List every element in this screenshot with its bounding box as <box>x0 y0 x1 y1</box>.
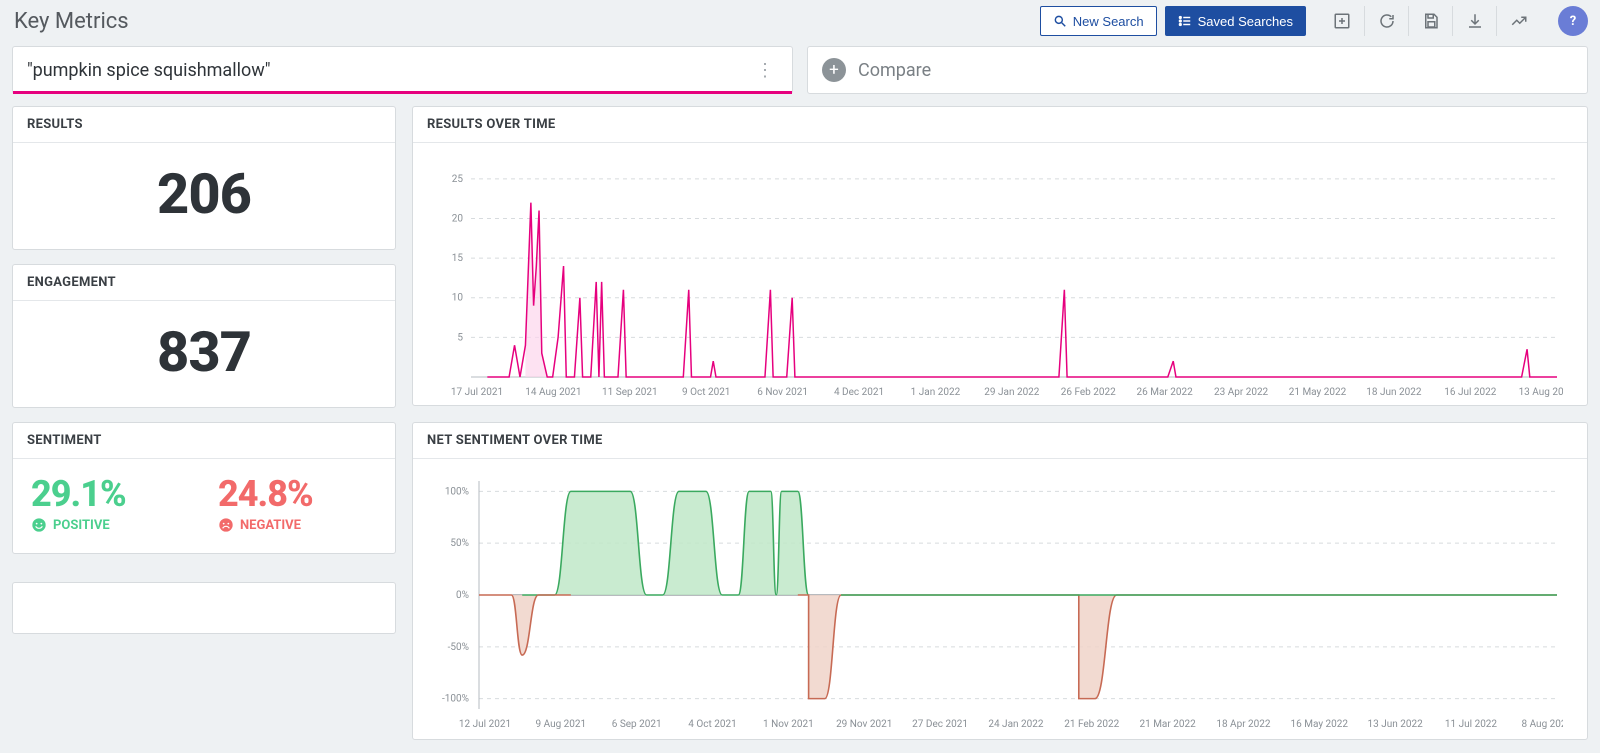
search-icon <box>1053 14 1067 28</box>
left-column-bottom: SENTIMENT 29.1% POSITIVE 24.8% <box>12 422 396 740</box>
engagement-card: ENGAGEMENT 837 <box>12 264 396 408</box>
query-accent-underline <box>13 91 792 94</box>
svg-text:13 Aug 2022: 13 Aug 2022 <box>1519 387 1563 398</box>
svg-text:24 Jan 2022: 24 Jan 2022 <box>988 719 1044 730</box>
new-search-button[interactable]: New Search <box>1040 6 1157 36</box>
page-title: Key Metrics <box>14 9 129 34</box>
svg-text:-50%: -50% <box>448 642 469 653</box>
results-over-time-card: RESULTS OVER TIME 5 10 15 20 25 17 Jul 2021 14… <box>412 106 1588 406</box>
svg-text:29 Nov 2021: 29 Nov 2021 <box>836 719 892 730</box>
smile-icon <box>31 517 47 533</box>
sentiment-card-header: SENTIMENT <box>13 423 395 459</box>
trend-button[interactable] <box>1496 6 1540 36</box>
svg-text:9 Aug 2021: 9 Aug 2021 <box>536 719 587 730</box>
query-options-button[interactable]: ⋮ <box>752 60 778 81</box>
svg-text:29 Jan 2022: 29 Jan 2022 <box>984 387 1040 398</box>
results-metric: 206 <box>13 143 395 249</box>
sentiment-chart-body: -100% -50% 0% 50% 100% 12 Jul 2021 9 Aug 2021 6… <box>413 459 1587 743</box>
negative-label: NEGATIVE <box>240 518 301 533</box>
svg-text:21 Feb 2022: 21 Feb 2022 <box>1064 719 1119 730</box>
svg-text:12 Jul 2021: 12 Jul 2021 <box>459 719 511 730</box>
compare-box[interactable]: + Compare <box>807 46 1588 94</box>
svg-text:16 Jul 2022: 16 Jul 2022 <box>1444 387 1497 398</box>
negative-pct: 24.8% <box>218 473 377 515</box>
results-card: RESULTS 206 <box>12 106 396 250</box>
svg-text:18 Apr 2022: 18 Apr 2022 <box>1216 719 1271 730</box>
toolbar-icon-group <box>1320 6 1540 36</box>
svg-text:-100%: -100% <box>442 694 469 705</box>
svg-text:10: 10 <box>452 293 464 304</box>
svg-text:23 Apr 2022: 23 Apr 2022 <box>1214 387 1269 398</box>
svg-text:100%: 100% <box>445 486 469 497</box>
sentiment-over-time-header: NET SENTIMENT OVER TIME <box>413 423 1587 459</box>
help-icon: ? <box>1570 14 1576 29</box>
search-query-text: "pumpkin spice squishmallow" <box>27 60 752 81</box>
positive-label-row: POSITIVE <box>31 517 190 533</box>
help-button[interactable]: ? <box>1558 6 1588 36</box>
query-row: "pumpkin spice squishmallow" ⋮ + Compare <box>0 42 1600 106</box>
results-card-header: RESULTS <box>13 107 395 143</box>
svg-text:26 Feb 2022: 26 Feb 2022 <box>1061 387 1116 398</box>
sentiment-positive: 29.1% POSITIVE <box>31 473 190 533</box>
svg-text:50%: 50% <box>450 538 469 549</box>
new-search-label: New Search <box>1073 14 1144 29</box>
header-bar: Key Metrics New Search Saved Searches ? <box>0 0 1600 42</box>
engagement-value: 837 <box>13 319 395 385</box>
svg-text:0%: 0% <box>456 590 469 601</box>
svg-text:14 Aug 2021: 14 Aug 2021 <box>525 387 581 398</box>
results-chart-body: 5 10 15 20 25 17 Jul 2021 14 Aug 2021 11 Sep 20… <box>413 143 1587 409</box>
sentiment-card: SENTIMENT 29.1% POSITIVE 24.8% <box>12 422 396 554</box>
dashboard-grid: RESULTS 206 ENGAGEMENT 837 RESULTS OVER … <box>0 106 1600 740</box>
svg-text:27 Dec 2021: 27 Dec 2021 <box>912 719 968 730</box>
svg-text:6 Nov 2021: 6 Nov 2021 <box>757 387 808 398</box>
svg-text:18 Jun 2022: 18 Jun 2022 <box>1366 387 1422 398</box>
frown-icon <box>218 517 234 533</box>
svg-text:1 Nov 2021: 1 Nov 2021 <box>763 719 814 730</box>
svg-text:11 Sep 2021: 11 Sep 2021 <box>602 387 658 398</box>
svg-text:16 May 2022: 16 May 2022 <box>1291 719 1349 730</box>
svg-text:15: 15 <box>452 253 464 264</box>
refresh-button[interactable] <box>1364 6 1408 36</box>
svg-text:5: 5 <box>457 332 463 343</box>
negative-label-row: NEGATIVE <box>218 517 377 533</box>
saved-searches-label: Saved Searches <box>1198 14 1293 29</box>
add-panel-button[interactable] <box>1320 6 1364 36</box>
svg-text:21 Mar 2022: 21 Mar 2022 <box>1139 719 1196 730</box>
results-chart-svg: 5 10 15 20 25 17 Jul 2021 14 Aug 2021 11 Sep 20… <box>423 155 1563 405</box>
engagement-card-header: ENGAGEMENT <box>13 265 395 301</box>
svg-text:11 Jul 2022: 11 Jul 2022 <box>1445 719 1498 730</box>
save-button[interactable] <box>1408 6 1452 36</box>
engagement-metric: 837 <box>13 301 395 407</box>
search-query-box[interactable]: "pumpkin spice squishmallow" ⋮ <box>12 46 793 94</box>
list-icon <box>1178 14 1192 28</box>
svg-text:17 Jul 2021: 17 Jul 2021 <box>451 387 503 398</box>
svg-text:25: 25 <box>452 174 464 185</box>
svg-text:4 Dec 2021: 4 Dec 2021 <box>834 387 884 398</box>
svg-text:20: 20 <box>452 213 464 224</box>
svg-text:6 Sep 2021: 6 Sep 2021 <box>612 719 662 730</box>
svg-text:13 Jun 2022: 13 Jun 2022 <box>1368 719 1424 730</box>
svg-text:4 Oct 2021: 4 Oct 2021 <box>688 719 736 730</box>
positive-pct: 29.1% <box>31 473 190 515</box>
svg-text:26 Mar 2022: 26 Mar 2022 <box>1137 387 1194 398</box>
svg-text:1 Jan 2022: 1 Jan 2022 <box>911 387 961 398</box>
svg-text:8 Aug 2022: 8 Aug 2022 <box>1521 719 1563 730</box>
empty-card <box>12 582 396 634</box>
results-over-time-header: RESULTS OVER TIME <box>413 107 1587 143</box>
positive-label: POSITIVE <box>53 518 110 533</box>
plus-icon: + <box>822 58 846 82</box>
sentiment-over-time-card: NET SENTIMENT OVER TIME -100% -50% 0% 50% 10… <box>412 422 1588 740</box>
svg-text:9 Oct 2021: 9 Oct 2021 <box>682 387 730 398</box>
left-column-top: RESULTS 206 ENGAGEMENT 837 <box>12 106 396 406</box>
saved-searches-button[interactable]: Saved Searches <box>1165 6 1306 36</box>
sentiment-negative: 24.8% NEGATIVE <box>218 473 377 533</box>
download-button[interactable] <box>1452 6 1496 36</box>
sentiment-body: 29.1% POSITIVE 24.8% NEGATIVE <box>13 459 395 553</box>
svg-text:21 May 2022: 21 May 2022 <box>1289 387 1347 398</box>
compare-label: Compare <box>858 60 931 81</box>
results-value: 206 <box>13 161 395 227</box>
sentiment-chart-svg: -100% -50% 0% 50% 100% 12 Jul 2021 9 Aug 2021 6… <box>423 471 1563 739</box>
